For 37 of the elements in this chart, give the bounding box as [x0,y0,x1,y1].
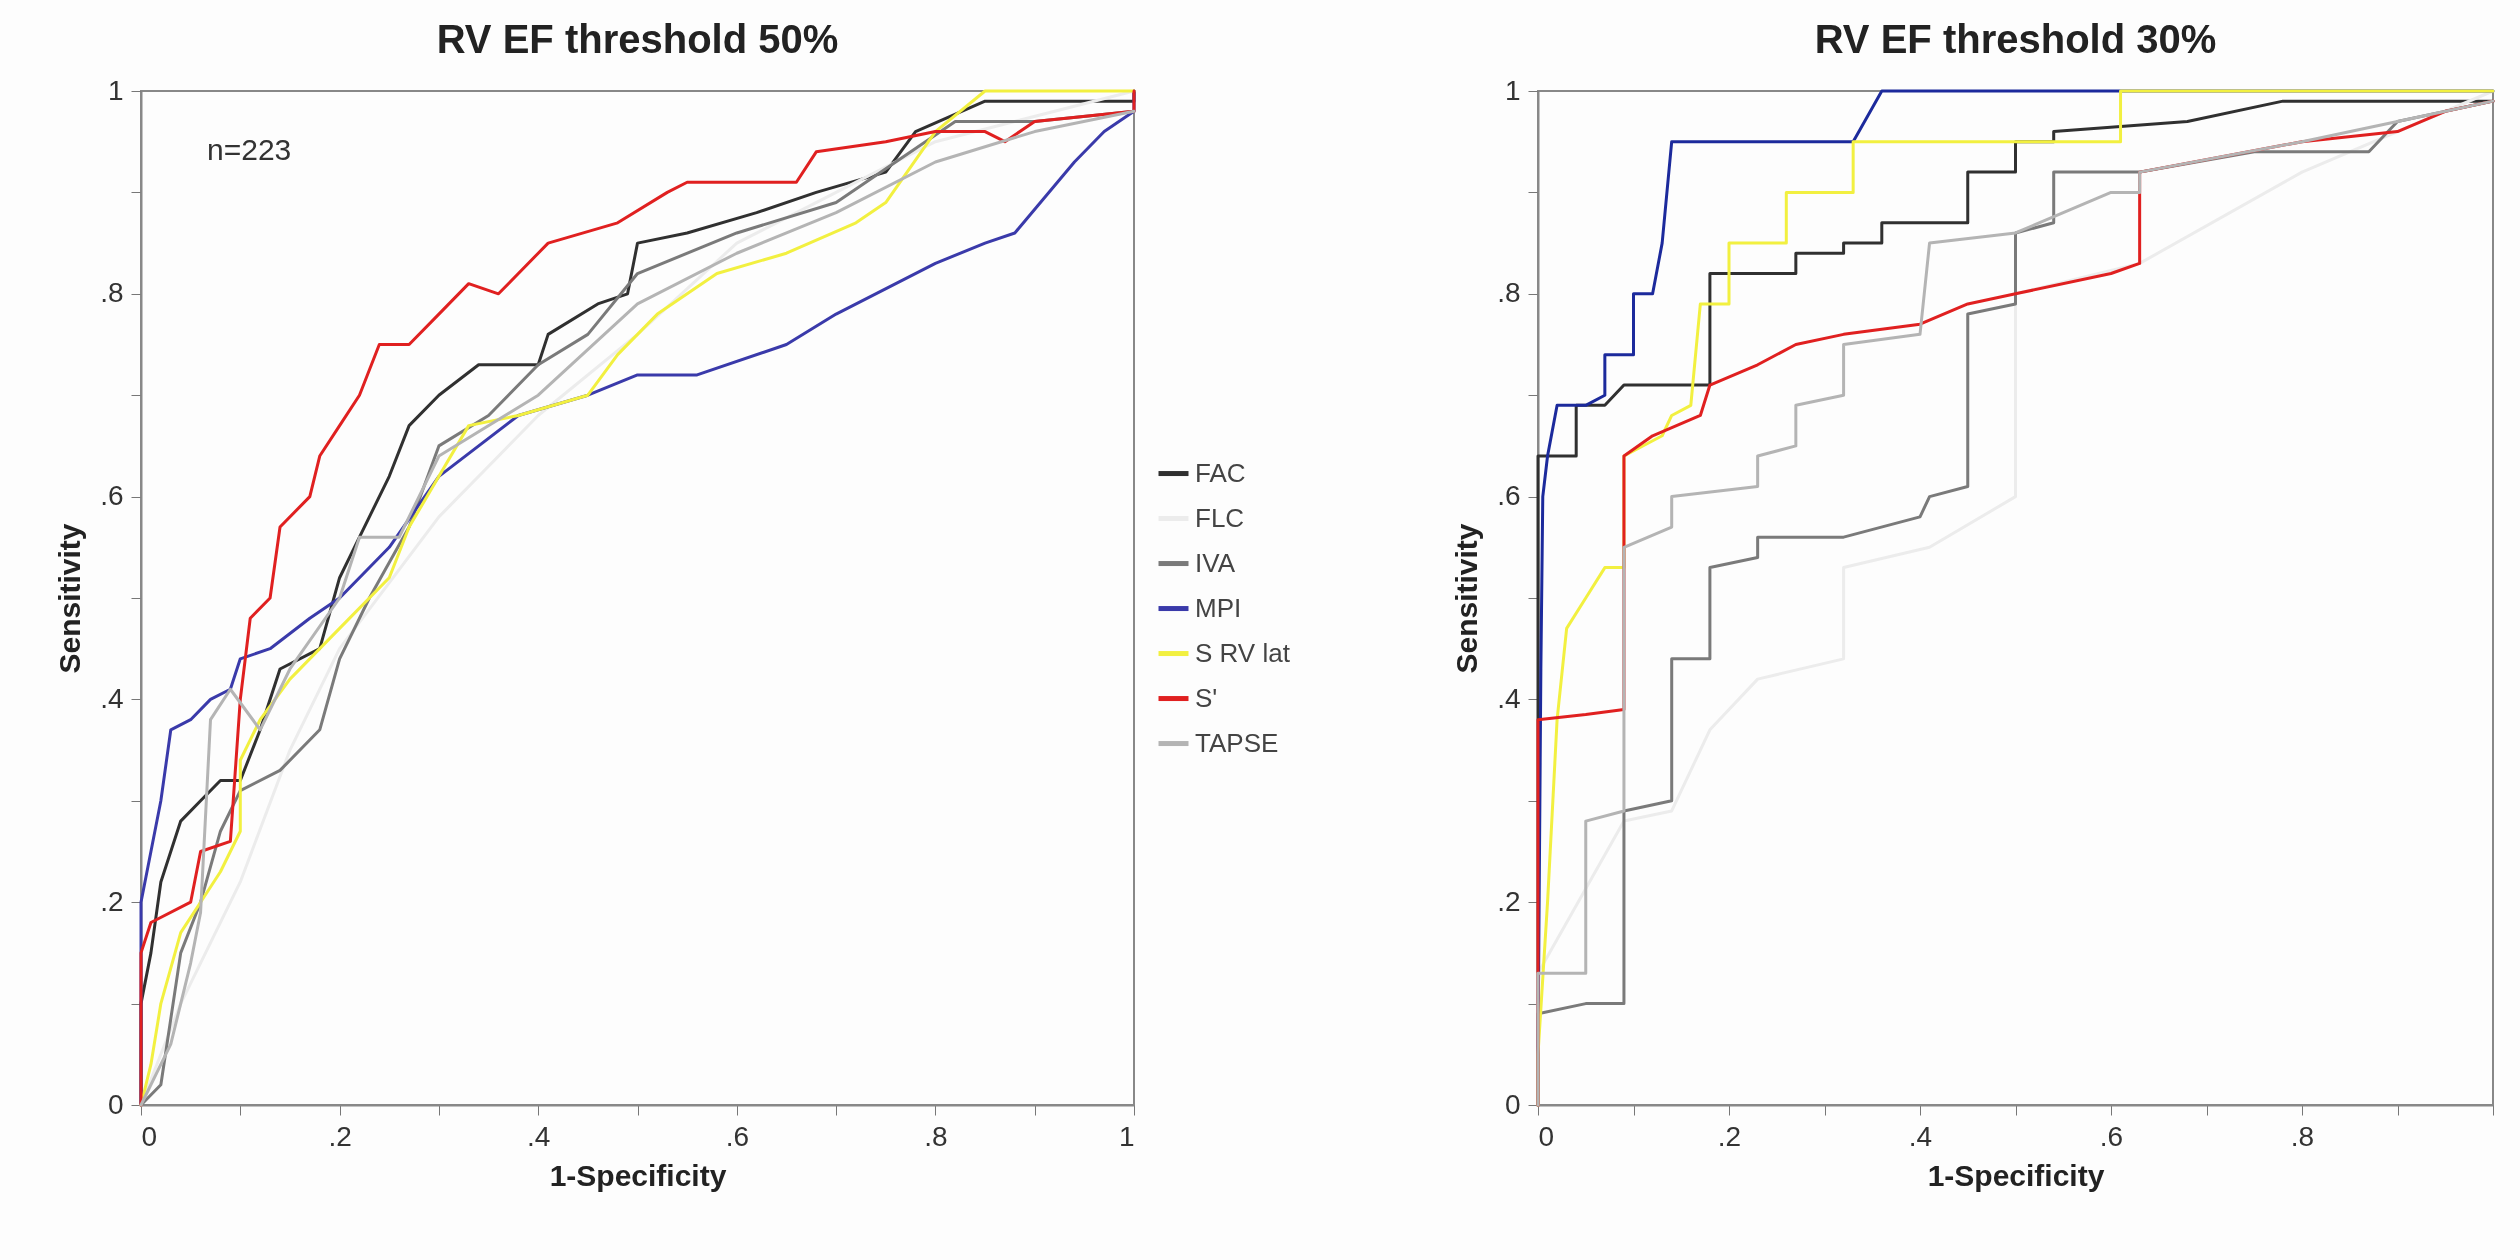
legend-label: TAPSE [1195,727,1279,758]
x-tick-label: 1 [1118,1120,1135,1152]
x-tick-label: 0 [141,1120,158,1152]
x-tick-label: .4 [527,1120,551,1152]
y-tick-label: .4 [1497,682,1521,714]
y-tick-label: 1 [107,74,124,106]
x-tick-label: 0 [1538,1120,1555,1152]
x-axis-title: 1-Specificity [1927,1158,2105,1192]
y-tick-label: .8 [1497,277,1521,309]
legend-label: IVA [1195,547,1236,578]
y-tick-label: .2 [100,885,124,917]
y-tick-label: 1 [1504,74,1521,106]
y-tick-label: .2 [1497,885,1521,917]
x-tick-label: .4 [1908,1120,1933,1152]
x-tick-label: .6 [2099,1120,2124,1152]
x-tick-label: .6 [725,1120,749,1152]
legend-label: S RV lat [1195,637,1291,668]
annotation: n=223 [207,133,292,166]
legend-label: MPI [1195,592,1242,623]
y-axis-title: Sensitivity [1450,523,1484,674]
legend-label: FLC [1195,502,1245,533]
y-tick-label: .6 [100,480,124,512]
x-tick-label: .8 [924,1120,948,1152]
y-tick-label: .4 [100,682,124,714]
chart-title: RV EF threshold 50% [436,17,839,61]
x-tick-label: .2 [1717,1120,1742,1152]
x-tick-label: .8 [2290,1120,2315,1152]
legend-label: S' [1195,682,1218,713]
x-tick-label: .2 [328,1120,352,1152]
y-tick-label: 0 [1504,1088,1521,1120]
y-axis-title: Sensitivity [53,523,87,674]
legend-label: FAC [1195,457,1246,488]
y-tick-label: .8 [100,277,124,309]
chart-title: RV EF threshold 30% [1814,17,2217,61]
y-tick-label: .6 [1497,480,1521,512]
x-axis-title: 1-Specificity [549,1158,727,1192]
y-tick-label: 0 [107,1088,124,1120]
